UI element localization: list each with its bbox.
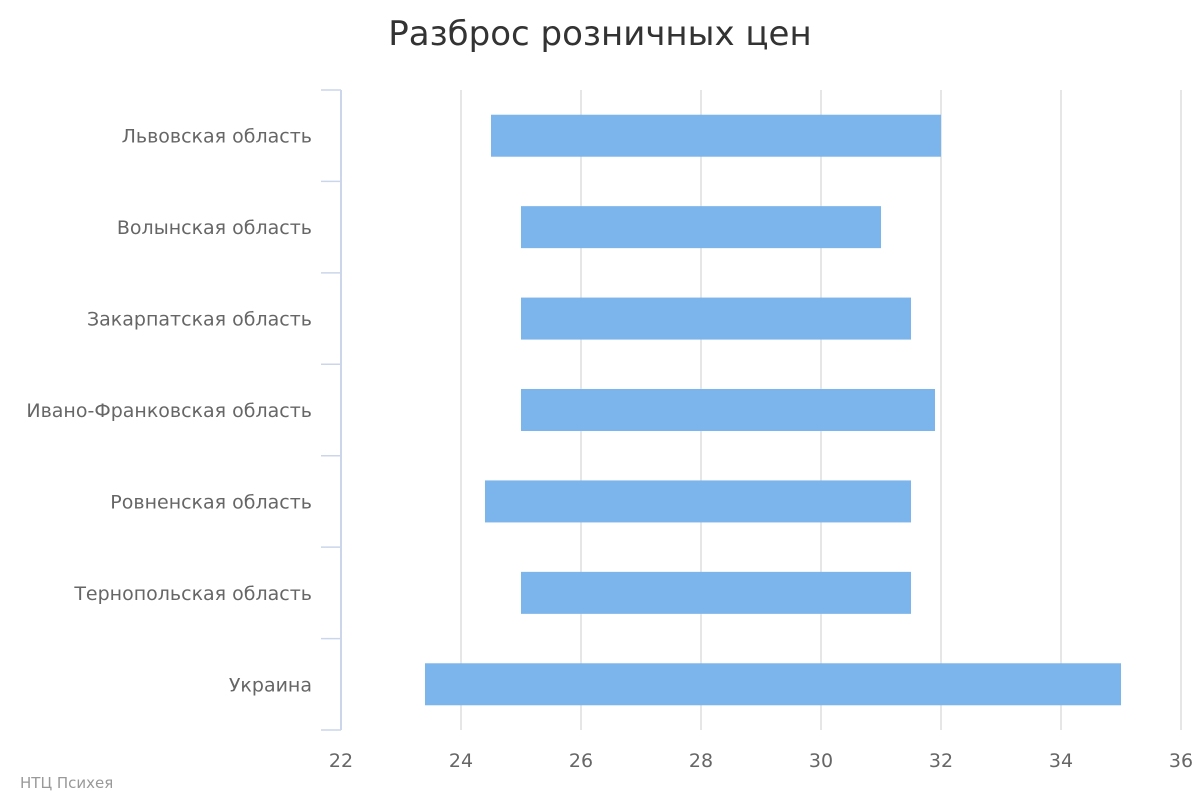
category-label: Ровненская область — [110, 491, 312, 513]
x-tick-label: 22 — [329, 750, 353, 772]
category-label: Тернопольская область — [73, 583, 312, 605]
x-tick-label: 24 — [449, 750, 473, 772]
category-label: Украина — [229, 674, 312, 696]
category-label: Закарпатская область — [87, 309, 312, 331]
x-tick-label: 26 — [569, 750, 593, 772]
range-bar — [521, 297, 911, 340]
x-tick-label: 34 — [1049, 750, 1073, 772]
x-tick-label: 28 — [689, 750, 713, 772]
category-label: Ивано-Франковская область — [26, 400, 312, 422]
range-bar — [491, 114, 941, 157]
range-bar — [521, 389, 935, 431]
range-bar — [485, 480, 911, 523]
range-bar — [521, 206, 881, 249]
chart-title: Разброс розничных цен — [388, 14, 812, 54]
credit[interactable]: НТЦ Психея — [20, 774, 114, 792]
range-bar — [425, 663, 1121, 706]
range-bar — [521, 571, 911, 614]
category-label: Волынская область — [117, 217, 312, 239]
x-tick-label: 30 — [809, 750, 833, 772]
x-tick-label: 36 — [1169, 750, 1193, 772]
x-tick-label: 32 — [929, 750, 953, 772]
category-label: Львовская область — [122, 126, 312, 148]
